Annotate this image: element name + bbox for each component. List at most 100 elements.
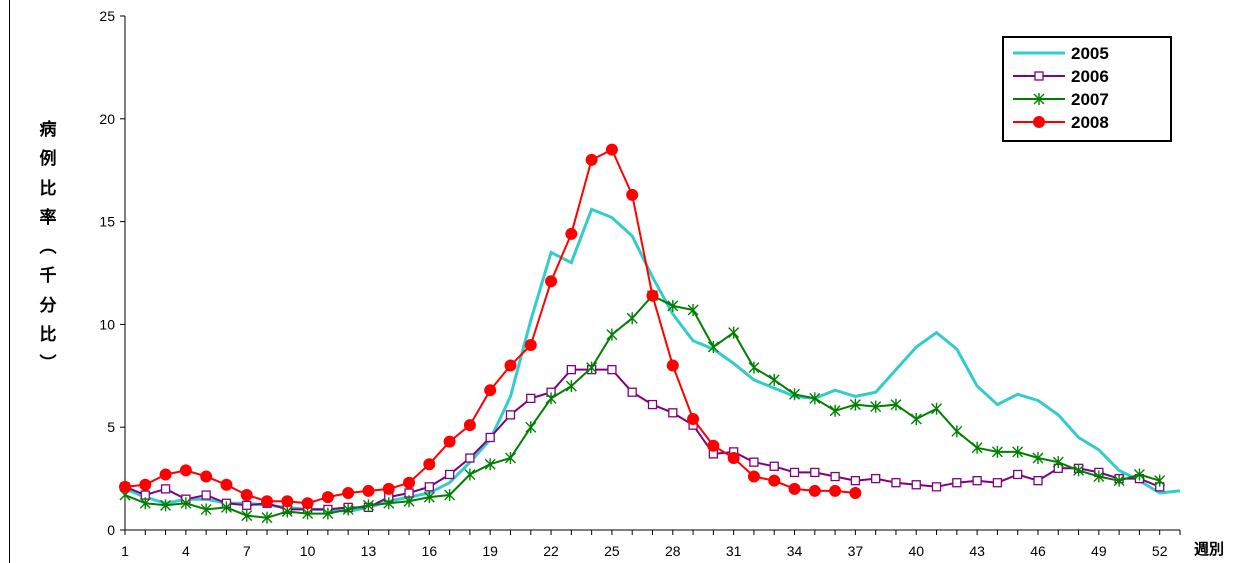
data-point-2007 <box>322 507 334 520</box>
data-point-2006 <box>668 408 678 418</box>
data-point-2008 <box>382 482 395 495</box>
data-point-2007 <box>849 398 861 411</box>
data-point-2007 <box>1113 474 1125 487</box>
y-tick-label: 10 <box>99 316 115 332</box>
data-point-2007 <box>870 400 882 413</box>
data-point-2008 <box>484 384 497 397</box>
x-tick-label: 25 <box>604 543 620 559</box>
y-label-char: 分 <box>39 295 57 316</box>
data-point-2006 <box>242 500 252 510</box>
data-point-2006 <box>952 478 962 488</box>
data-point-2007 <box>302 507 314 520</box>
data-point-2007 <box>545 392 557 405</box>
data-point-2008 <box>768 474 781 487</box>
data-point-2006 <box>647 399 658 410</box>
data-point-2008 <box>727 452 740 465</box>
series-line-2008 <box>124 148 856 505</box>
data-point-2008 <box>646 289 659 302</box>
data-point-2007 <box>606 328 618 341</box>
data-point-2007 <box>728 326 740 339</box>
y-label-char: 比 <box>39 325 57 346</box>
x-axis-label: 週別 <box>1194 540 1225 558</box>
data-point-2007 <box>362 499 374 512</box>
data-point-2007 <box>890 398 902 411</box>
data-point-2006 <box>444 469 455 480</box>
y-label-char: 例 <box>39 149 57 170</box>
data-point-2007 <box>1133 468 1145 481</box>
data-point-2006 <box>1013 469 1023 480</box>
data-point-2006 <box>972 476 982 486</box>
data-point-2007 <box>423 491 435 504</box>
data-point-2008 <box>808 484 821 497</box>
x-tick-label: 22 <box>543 543 559 559</box>
data-point-2006 <box>850 476 861 486</box>
y-label-char: ︶ <box>39 354 57 375</box>
data-point-2007 <box>586 361 598 374</box>
data-point-2006 <box>891 478 901 488</box>
x-tick-label: 13 <box>361 543 377 559</box>
data-point-2008 <box>687 412 700 425</box>
x-tick-label: 46 <box>1030 543 1046 559</box>
data-point-2007 <box>1032 452 1044 465</box>
y-label-char: 千 <box>39 266 57 287</box>
data-point-2006 <box>769 461 779 471</box>
data-point-2007 <box>261 511 273 524</box>
data-point-2006 <box>911 480 921 490</box>
data-point-2008 <box>159 468 172 481</box>
data-point-2007 <box>504 452 516 465</box>
left-frame-line <box>9 0 10 563</box>
data-point-2006 <box>810 467 820 478</box>
data-point-2007 <box>180 497 192 510</box>
data-point-2007 <box>139 497 151 510</box>
data-point-2008 <box>281 495 294 508</box>
x-tick-label: 52 <box>1152 543 1168 559</box>
data-point-2008 <box>788 482 801 495</box>
data-point-2008 <box>139 478 152 491</box>
y-label-char: 比 <box>39 178 57 199</box>
data-point-2008 <box>605 143 618 156</box>
data-point-2007 <box>281 505 293 518</box>
data-point-2006 <box>566 364 576 375</box>
data-point-2007 <box>1093 470 1105 483</box>
data-point-2007 <box>809 392 821 405</box>
data-point-2008 <box>179 464 192 477</box>
data-point-2007 <box>687 304 699 317</box>
data-point-2007 <box>626 312 638 325</box>
data-point-2006 <box>424 482 434 492</box>
data-point-2007 <box>200 503 212 516</box>
data-point-2007 <box>403 495 415 508</box>
data-point-2007 <box>342 503 354 516</box>
data-point-2008 <box>443 435 456 448</box>
legend-marker-2007 <box>1033 93 1045 105</box>
data-point-2006 <box>627 387 637 397</box>
x-tick-label: 10 <box>300 543 316 559</box>
data-point-2007 <box>667 299 679 312</box>
data-point-2008 <box>565 227 578 240</box>
data-point-2007 <box>910 412 922 425</box>
x-tick-label: 19 <box>482 543 498 559</box>
data-point-2007 <box>464 468 476 481</box>
data-point-2008 <box>524 338 537 351</box>
data-point-2006 <box>992 478 1003 488</box>
data-point-2008 <box>240 489 253 502</box>
data-point-2006 <box>465 453 475 463</box>
data-point-2008 <box>849 486 862 499</box>
legend-label-2006: 2006 <box>1071 67 1109 86</box>
data-point-2007 <box>768 373 780 386</box>
data-point-2007 <box>829 404 841 417</box>
data-point-2007 <box>241 509 253 522</box>
y-tick-label: 15 <box>99 214 115 230</box>
y-tick-label: 0 <box>107 522 115 538</box>
data-point-2006 <box>160 484 171 494</box>
data-point-2008 <box>423 458 436 471</box>
data-point-2008 <box>545 275 558 288</box>
data-point-2006 <box>749 457 759 467</box>
x-tick-label: 16 <box>422 543 438 559</box>
x-tick-label: 7 <box>243 543 251 559</box>
data-point-2007 <box>160 499 172 512</box>
data-point-2008 <box>362 484 375 497</box>
series-line-2006 <box>124 368 1161 511</box>
x-tick-label: 28 <box>665 543 681 559</box>
data-point-2008 <box>707 439 720 452</box>
x-tick-label: 31 <box>726 543 742 559</box>
